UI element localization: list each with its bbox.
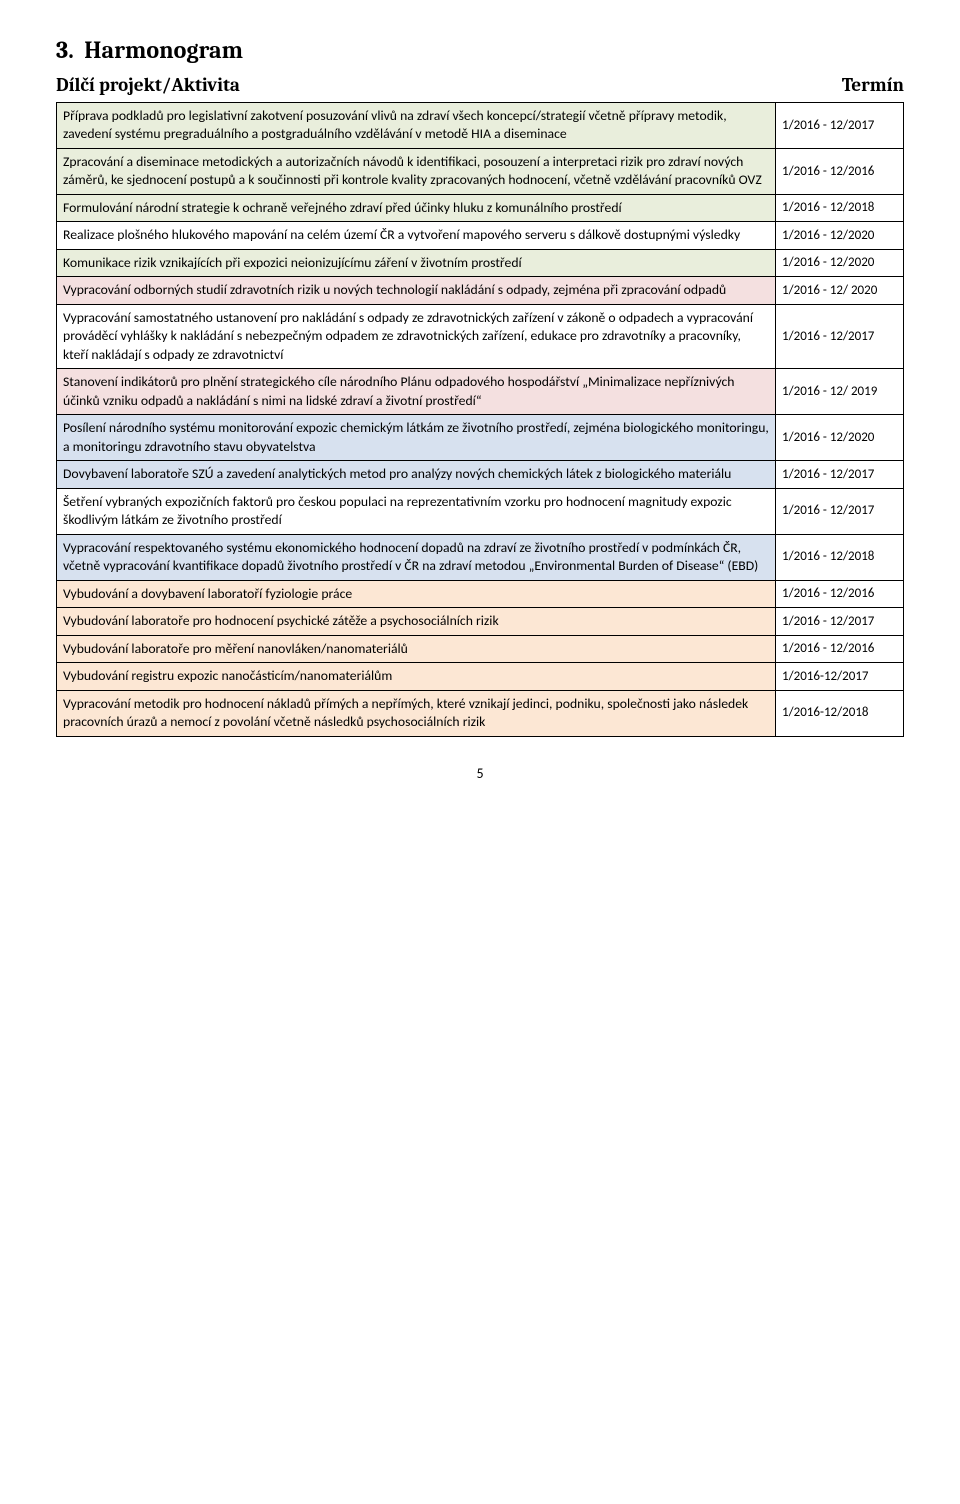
section-number: 3. xyxy=(56,36,74,64)
activity-cell: Vypracování respektovaného systému ekono… xyxy=(57,534,776,580)
term-cell: 1/2016 - 12/2017 xyxy=(776,461,904,488)
section-title: 3. Harmonogram xyxy=(56,36,904,64)
term-cell: 1/2016 - 12/2017 xyxy=(776,608,904,635)
activity-cell: Vybudování registru expozic nanočásticím… xyxy=(57,663,776,690)
table-row: Vybudování laboratoře pro hodnocení psyc… xyxy=(57,608,904,635)
activity-cell: Dovybavení laboratoře SZÚ a zavedení ana… xyxy=(57,461,776,488)
term-cell: 1/2016 - 12/ 2020 xyxy=(776,277,904,304)
harmonogram-table: Příprava podkladů pro legislativní zakot… xyxy=(56,102,904,737)
table-row: Posílení národního systému monitorování … xyxy=(57,415,904,461)
table-row: Dovybavení laboratoře SZÚ a zavedení ana… xyxy=(57,461,904,488)
activity-cell: Posílení národního systému monitorování … xyxy=(57,415,776,461)
table-row: Komunikace rizik vznikajících při expozi… xyxy=(57,249,904,276)
activity-cell: Komunikace rizik vznikajících při expozi… xyxy=(57,249,776,276)
activity-cell: Vypracování samostatného ustanovení pro … xyxy=(57,304,776,368)
column-headers: Dílčí projekt/Aktivita Termín xyxy=(56,74,904,96)
activity-cell: Příprava podkladů pro legislativní zakot… xyxy=(57,103,776,149)
activity-cell: Vybudování laboratoře pro hodnocení psyc… xyxy=(57,608,776,635)
activity-cell: Zpracování a diseminace metodických a au… xyxy=(57,148,776,194)
activity-cell: Vybudování a dovybavení laboratoří fyzio… xyxy=(57,580,776,607)
term-cell: 1/2016 - 12/2017 xyxy=(776,103,904,149)
section-title-text: Harmonogram xyxy=(84,36,243,64)
term-cell: 1/2016 - 12/2018 xyxy=(776,534,904,580)
table-row: Zpracování a diseminace metodických a au… xyxy=(57,148,904,194)
term-cell: 1/2016 - 12/2020 xyxy=(776,415,904,461)
activity-cell: Vypracování odborných studií zdravotních… xyxy=(57,277,776,304)
table-row: Vybudování a dovybavení laboratoří fyzio… xyxy=(57,580,904,607)
term-cell: 1/2016 - 12/2017 xyxy=(776,488,904,534)
table-row: Šetření vybraných expozičních faktorů pr… xyxy=(57,488,904,534)
activity-cell: Vypracování metodik pro hodnocení náklad… xyxy=(57,690,776,736)
col-term-header: Termín xyxy=(842,74,904,96)
term-cell: 1/2016 - 12/2017 xyxy=(776,304,904,368)
table-row: Vybudování laboratoře pro měření nanovlá… xyxy=(57,635,904,662)
activity-cell: Formulování národní strategie k ochraně … xyxy=(57,194,776,221)
term-cell: 1/2016 - 12/2016 xyxy=(776,148,904,194)
table-row: Vypracování samostatného ustanovení pro … xyxy=(57,304,904,368)
page-number: 5 xyxy=(56,765,904,782)
table-row: Realizace plošného hlukového mapování na… xyxy=(57,222,904,249)
table-row: Formulování národní strategie k ochraně … xyxy=(57,194,904,221)
table-row: Stanovení indikátorů pro plnění strategi… xyxy=(57,369,904,415)
table-row: Vybudování registru expozic nanočásticím… xyxy=(57,663,904,690)
term-cell: 1/2016-12/2018 xyxy=(776,690,904,736)
term-cell: 1/2016 - 12/2016 xyxy=(776,580,904,607)
table-row: Vypracování respektovaného systému ekono… xyxy=(57,534,904,580)
term-cell: 1/2016 - 12/2020 xyxy=(776,249,904,276)
activity-cell: Šetření vybraných expozičních faktorů pr… xyxy=(57,488,776,534)
term-cell: 1/2016 - 12/ 2019 xyxy=(776,369,904,415)
activity-cell: Stanovení indikátorů pro plnění strategi… xyxy=(57,369,776,415)
term-cell: 1/2016 - 12/2020 xyxy=(776,222,904,249)
table-row: Vypracování odborných studií zdravotních… xyxy=(57,277,904,304)
table-row: Příprava podkladů pro legislativní zakot… xyxy=(57,103,904,149)
col-activity-header: Dílčí projekt/Aktivita xyxy=(56,74,240,96)
activity-cell: Vybudování laboratoře pro měření nanovlá… xyxy=(57,635,776,662)
term-cell: 1/2016-12/2017 xyxy=(776,663,904,690)
term-cell: 1/2016 - 12/2016 xyxy=(776,635,904,662)
term-cell: 1/2016 - 12/2018 xyxy=(776,194,904,221)
activity-cell: Realizace plošného hlukového mapování na… xyxy=(57,222,776,249)
table-row: Vypracování metodik pro hodnocení náklad… xyxy=(57,690,904,736)
